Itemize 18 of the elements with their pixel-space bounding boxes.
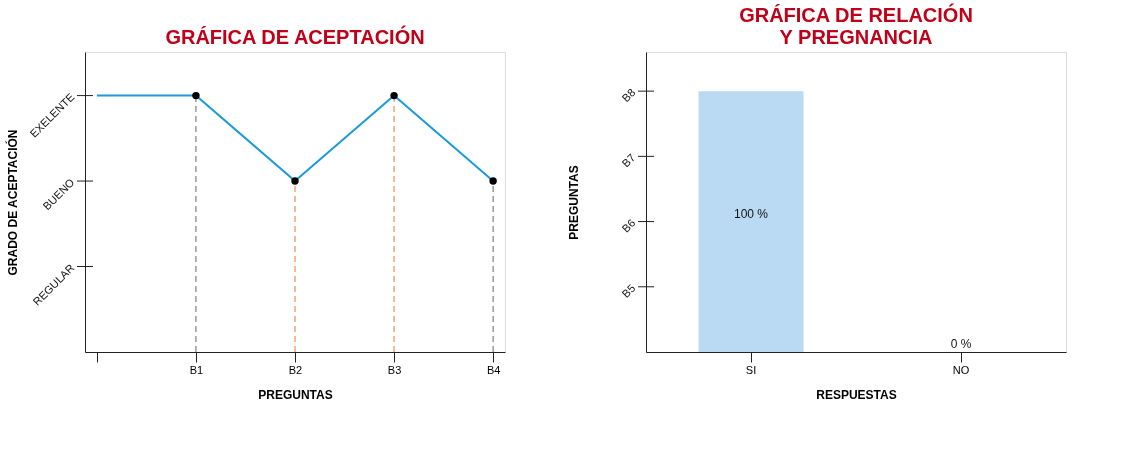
chart-title: GRÁFICA DE RELACIÓN Y PREGNANCIA: [739, 3, 973, 48]
x-tick-label: B3: [387, 363, 402, 376]
text: B6: [619, 216, 638, 235]
x-tick-label: B4: [486, 363, 501, 376]
chart-title: GRÁFICA DE ACEPTACIÓN: [165, 25, 425, 48]
x-tick-label: NO: [952, 363, 970, 376]
text: B8: [619, 86, 638, 105]
text: B7: [619, 151, 638, 170]
x-axis-title: PREGUNTAS: [258, 387, 333, 402]
data-label: 0 %: [950, 337, 972, 351]
text: B5: [619, 281, 638, 300]
y-axis-title: GRADO DE ACEPTACIÓN: [4, 129, 20, 276]
y-axis-title: PREGUNTAS: [566, 165, 581, 240]
x-axis-title: RESPUESTAS: [816, 387, 897, 402]
x-tick-label: B2: [288, 363, 303, 376]
data-label: 100 %: [733, 206, 769, 221]
x-tick-label: SI: [745, 363, 757, 376]
x-tick-label: B1: [189, 363, 204, 376]
